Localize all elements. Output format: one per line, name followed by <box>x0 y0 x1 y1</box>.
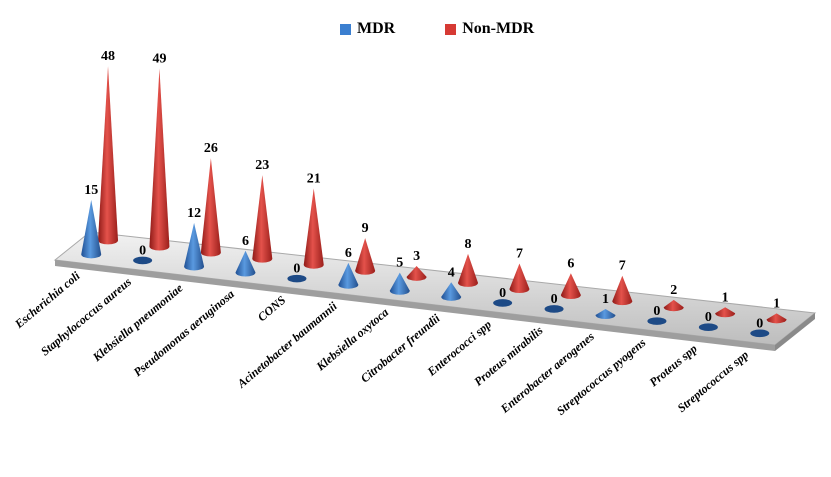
value-label-mdr: 6 <box>242 234 249 249</box>
cone-body <box>509 263 530 293</box>
value-label-mdr: 1 <box>602 292 609 307</box>
cone-body <box>406 265 427 281</box>
zero-disc <box>133 256 153 265</box>
zero-disc <box>493 299 513 307</box>
cone-body <box>338 262 359 289</box>
cone-non-mdr-8[interactable] <box>509 263 530 293</box>
cone-body <box>595 309 616 320</box>
cone-body <box>766 313 787 324</box>
value-label-non-mdr: 9 <box>362 221 369 236</box>
cone-mdr-10[interactable] <box>595 309 616 320</box>
cone-body <box>235 250 256 277</box>
legend: MDR Non-MDR <box>340 20 534 38</box>
cone-non-mdr-2[interactable] <box>200 158 221 257</box>
value-label-non-mdr: 7 <box>516 247 523 262</box>
legend-item-non-mdr[interactable]: Non-MDR <box>445 20 534 38</box>
cone-non-mdr-13[interactable] <box>766 313 787 324</box>
value-label-non-mdr: 7 <box>619 259 626 274</box>
chart-floor-side <box>775 313 815 351</box>
cone-mdr-2[interactable] <box>184 222 205 271</box>
category-label: Acinetobacter baumannii <box>234 299 341 392</box>
zero-disc <box>698 323 718 331</box>
value-label-non-mdr: 8 <box>465 237 472 252</box>
value-label-mdr: 4 <box>448 265 455 280</box>
value-label-mdr: 15 <box>84 183 98 198</box>
cone-body <box>98 66 119 245</box>
cone-mdr-12[interactable] <box>698 323 718 331</box>
cone-body <box>663 299 684 312</box>
cone-mdr-0[interactable] <box>81 199 102 259</box>
cone-body <box>458 253 479 287</box>
value-label-non-mdr: 26 <box>204 141 218 156</box>
value-label-non-mdr: 3 <box>413 249 420 264</box>
category-label: CONS <box>255 293 289 325</box>
cone-mdr-8[interactable] <box>493 299 513 307</box>
cone-body <box>303 188 324 269</box>
cone-non-mdr-9[interactable] <box>560 273 581 300</box>
zero-disc <box>287 274 307 283</box>
cone-non-mdr-3[interactable] <box>252 175 273 263</box>
cone-body <box>612 275 633 306</box>
cone-mdr-3[interactable] <box>235 250 256 277</box>
value-label-non-mdr: 48 <box>101 49 115 64</box>
value-label-mdr: 0 <box>756 316 763 331</box>
value-label-non-mdr: 1 <box>773 296 780 311</box>
cone-body <box>81 199 102 259</box>
cone-mdr-1[interactable] <box>133 256 153 265</box>
chart-floor-edge <box>55 260 775 351</box>
legend-item-mdr[interactable]: MDR <box>340 20 395 38</box>
value-label-non-mdr: 1 <box>722 290 729 305</box>
legend-label-mdr: MDR <box>357 20 396 37</box>
value-label-mdr: 0 <box>293 262 300 277</box>
cone-mdr-7[interactable] <box>441 282 462 301</box>
category-label: Proteus spp <box>647 341 700 389</box>
value-label-non-mdr: 6 <box>567 256 574 271</box>
value-label-non-mdr: 2 <box>670 283 677 298</box>
cone-body <box>389 272 410 295</box>
zero-disc <box>750 329 770 338</box>
value-label-non-mdr: 21 <box>307 171 321 186</box>
cone-non-mdr-6[interactable] <box>406 265 427 281</box>
zero-disc <box>647 317 667 325</box>
cone-body <box>715 307 736 318</box>
zero-disc <box>544 305 564 313</box>
cone-body <box>252 175 273 263</box>
cone-mdr-9[interactable] <box>544 305 564 313</box>
cone-non-mdr-4[interactable] <box>303 188 324 269</box>
cone-body <box>149 68 170 251</box>
category-label: Enterobacter aerogenes <box>497 329 597 416</box>
legend-swatch-non-mdr <box>445 23 457 35</box>
value-label-mdr: 0 <box>705 310 712 325</box>
category-label: Pseudomonas aeruginosa <box>131 287 237 379</box>
value-label-mdr: 6 <box>345 246 352 261</box>
legend-swatch-mdr <box>340 23 351 35</box>
cone-non-mdr-0[interactable] <box>98 66 119 245</box>
cone-body <box>184 222 205 271</box>
cone-non-mdr-5[interactable] <box>355 238 376 275</box>
cone-body <box>560 273 581 300</box>
cone-non-mdr-12[interactable] <box>715 307 736 318</box>
cone-mdr-4[interactable] <box>287 274 307 283</box>
value-label-mdr: 0 <box>139 243 146 258</box>
cone-mdr-13[interactable] <box>750 329 770 338</box>
value-label-mdr: 5 <box>396 256 403 271</box>
cone-body <box>355 238 376 275</box>
cone-body <box>200 158 221 257</box>
value-label-non-mdr: 23 <box>255 158 269 173</box>
value-label-mdr: 0 <box>499 286 506 301</box>
cone-non-mdr-10[interactable] <box>612 275 633 306</box>
value-label-non-mdr: 49 <box>152 51 166 66</box>
cone-body <box>441 282 462 301</box>
value-label-mdr: 0 <box>551 292 558 307</box>
value-label-mdr: 0 <box>653 304 660 319</box>
cone-non-mdr-11[interactable] <box>663 299 684 312</box>
cone-mdr-11[interactable] <box>647 317 667 325</box>
cone-mdr-5[interactable] <box>338 262 359 289</box>
cone-non-mdr-7[interactable] <box>458 253 479 287</box>
value-label-mdr: 12 <box>187 206 201 221</box>
legend-label-non-mdr: Non-MDR <box>462 20 535 37</box>
cone-non-mdr-1[interactable] <box>149 68 170 251</box>
cone-mdr-6[interactable] <box>389 272 410 295</box>
